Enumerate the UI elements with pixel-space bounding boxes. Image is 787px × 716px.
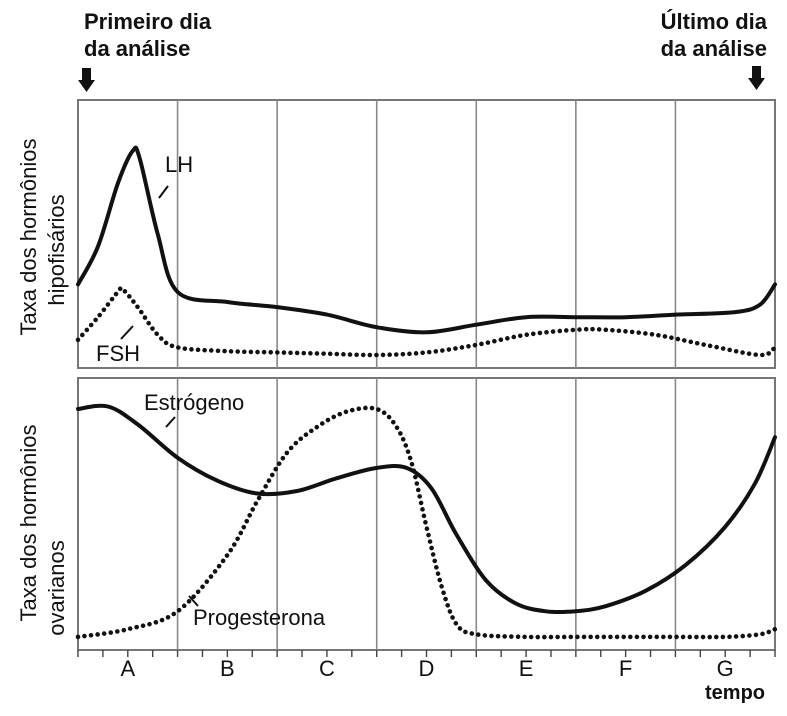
lh-pointer <box>158 185 169 199</box>
top-grid <box>176 100 677 368</box>
bottom-ylabel-line2: ovarianos <box>44 540 69 635</box>
first-day-label: Primeiro dia da análise <box>84 8 211 62</box>
x-category-label: G <box>717 656 734 681</box>
x-category-label: A <box>120 656 135 681</box>
top-ylabel-line2: hipofisários <box>44 194 69 305</box>
last-day-label-line2: da análise <box>660 36 767 61</box>
first-day-arrow-icon <box>78 68 95 92</box>
series-line-lh <box>76 145 777 335</box>
top-ylabel-line1: Taxa dos hormônios <box>16 139 41 336</box>
x-axis-label: tempo <box>705 682 765 704</box>
series-line-fsh <box>75 285 778 358</box>
first-day-label-line1: Primeiro dia <box>84 9 212 34</box>
bottom-panel-frame <box>77 377 776 651</box>
x-category-label: D <box>419 656 435 681</box>
top-panel-frame <box>77 99 776 369</box>
fsh-pointer <box>120 325 134 340</box>
x-category-label: F <box>619 656 632 681</box>
last-day-label: Último dia da análise <box>661 8 767 62</box>
last-day-arrow-icon <box>748 66 765 90</box>
bottom-grid <box>176 378 677 650</box>
x-category-label: C <box>319 656 335 681</box>
estrogen-label: Estrógeno <box>144 390 244 415</box>
x-category-label: E <box>519 656 534 681</box>
estrogen-pointer <box>165 416 176 428</box>
x-category-labels: A B C D E F G <box>120 656 733 681</box>
x-category-label: B <box>220 656 235 681</box>
lh-label: LH <box>165 152 193 177</box>
series-layer <box>75 145 778 640</box>
last-day-label-line1: Último dia <box>660 9 767 34</box>
series-line-progesterona <box>75 405 778 640</box>
first-day-label-line2: da análise <box>84 36 191 61</box>
fsh-label: FSH <box>96 341 140 366</box>
series-line-estrógeno <box>76 403 777 615</box>
progesterone-pointer <box>188 595 199 607</box>
bottom-ticks <box>77 650 776 657</box>
progesterone-label: Progesterona <box>193 605 326 630</box>
bottom-ylabel-line1: Taxa dos hormônios <box>16 425 41 622</box>
